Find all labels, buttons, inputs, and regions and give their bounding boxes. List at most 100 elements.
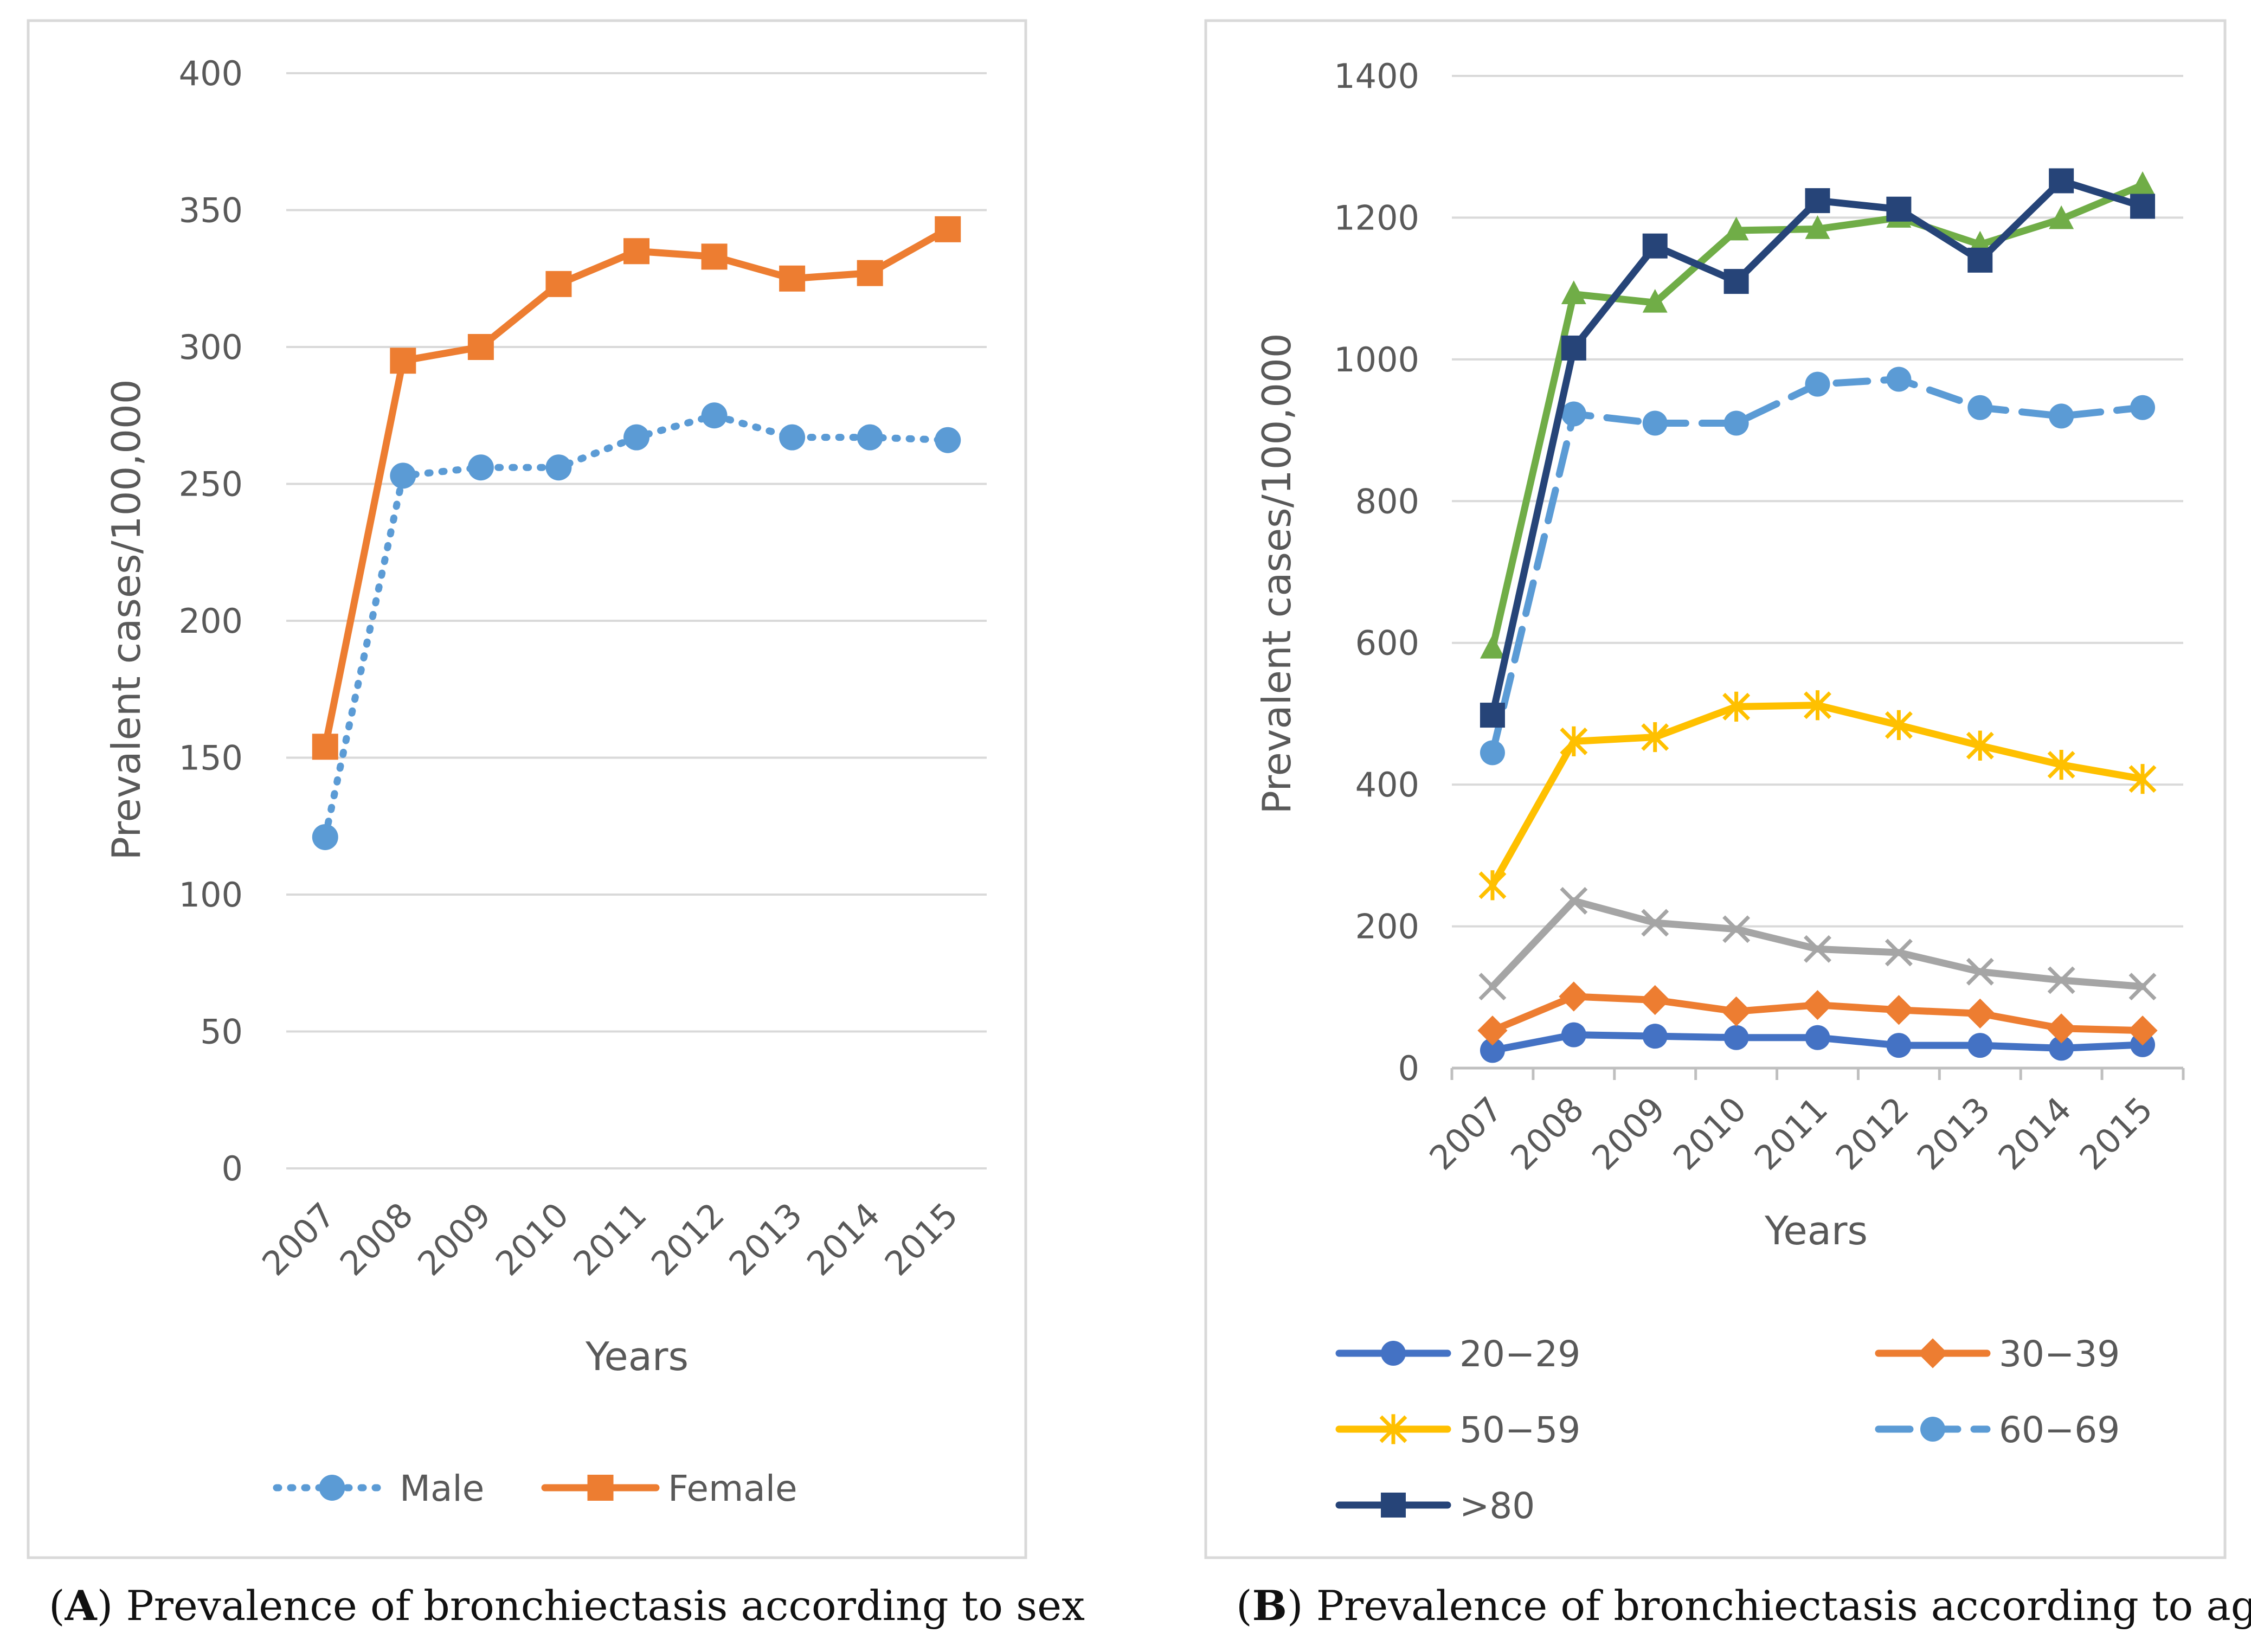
y-tick-label: 1000: [1334, 340, 1419, 380]
legend-item-Male: Male: [273, 1468, 484, 1509]
legend-marker: [1381, 1493, 1406, 1518]
data-point: [779, 424, 806, 451]
caption-b-text: Prevalence of bronchiectasis according t…: [1303, 1582, 2251, 1630]
y-tick-label: 200: [1355, 907, 1419, 947]
data-point: [2130, 395, 2156, 420]
data-point: [1642, 1024, 1668, 1049]
legend-item->80: >80: [1335, 1485, 1535, 1527]
data-point: [1805, 215, 1830, 239]
caption-a-letter: A: [65, 1582, 98, 1630]
data-point: [935, 216, 961, 242]
data-point: [1642, 288, 1668, 313]
legend-marker: [1379, 1414, 1407, 1444]
legend-label: 30−39: [1999, 1333, 2120, 1375]
data-point: [2047, 966, 2075, 994]
data-point: [857, 260, 883, 286]
data-point: [1721, 996, 1752, 1027]
y-tick-label: 1200: [1334, 198, 1419, 237]
legend-item-60−69: 60−69: [1875, 1409, 2120, 1451]
data-point: [1723, 410, 1749, 436]
data-point: [1967, 395, 1993, 420]
data-point: [2049, 403, 2074, 429]
data-point: [1805, 371, 1830, 397]
data-point: [2128, 764, 2157, 794]
y-tick-label: 800: [1355, 481, 1419, 521]
chart-b-y-axis-title: Prevalent cases/100,000: [1254, 333, 1300, 814]
data-point: [857, 424, 883, 451]
caption-a: (A) Prevalence of bronchiectasis accordi…: [49, 1582, 1085, 1630]
data-point: [1559, 981, 1589, 1012]
series-50−59: [1478, 690, 2157, 901]
data-point: [1561, 280, 1586, 304]
series-60−69: [1480, 367, 2156, 766]
series-40−49: [1478, 887, 2157, 1001]
legend-item-Female: Female: [541, 1468, 798, 1509]
data-point: [1722, 915, 1751, 943]
chart-a-border: [27, 19, 1027, 1559]
legend-item-30−39: 30−39: [1875, 1333, 2120, 1375]
legend-marker: [1381, 1341, 1406, 1366]
data-point: [1886, 196, 1912, 222]
y-tick-label: 100: [179, 875, 243, 915]
legend-label: 50−59: [1459, 1409, 1580, 1451]
data-point: [1886, 367, 1912, 392]
legend-marker: [1918, 1338, 1948, 1368]
legend-item-20−29: 20−29: [1335, 1333, 1580, 1375]
legend-item-50−59: 50−59: [1335, 1409, 1580, 1451]
caption-a-text: Prevalence of bronchiectasis according t…: [113, 1582, 1085, 1630]
data-point: [1966, 957, 1994, 986]
series-Male: [312, 402, 961, 850]
y-tick-label: 600: [1355, 623, 1419, 663]
data-point: [1640, 985, 1670, 1015]
data-point: [1723, 269, 1749, 294]
data-point: [2049, 1036, 2074, 1061]
data-point: [2127, 1015, 2158, 1046]
series->80: [1480, 168, 2156, 728]
y-tick-label: 250: [179, 465, 243, 504]
data-point: [1641, 909, 1669, 937]
data-point: [1642, 410, 1668, 436]
legend-label: 60−69: [1999, 1409, 2120, 1451]
legend-label: Female: [668, 1468, 798, 1509]
chart-b-gridlines: [1450, 75, 2185, 1080]
chart-b-series: [1477, 168, 2158, 1063]
y-tick-label: 200: [179, 601, 243, 641]
y-tick-label: 0: [222, 1149, 243, 1188]
data-point: [1480, 1038, 1505, 1063]
y-tick-label: 400: [1355, 765, 1419, 805]
data-point: [1723, 1025, 1749, 1050]
data-point: [1965, 998, 1995, 1029]
chart-a-legend: Male Female: [273, 1468, 798, 1509]
legend-label: Male: [400, 1468, 484, 1509]
data-point: [1802, 990, 1833, 1020]
data-point: [1885, 939, 1913, 967]
data-point: [1561, 335, 1586, 361]
data-point: [1560, 887, 1588, 915]
data-point: [1478, 973, 1507, 1001]
data-point: [2130, 194, 2156, 219]
series-20−29: [1480, 1022, 2156, 1063]
data-point: [779, 265, 806, 292]
y-tick-label: 300: [179, 327, 243, 367]
data-point: [701, 243, 728, 270]
data-point: [312, 734, 338, 760]
data-point: [1804, 935, 1831, 963]
data-point: [1478, 870, 1507, 901]
data-point: [1641, 722, 1669, 753]
data-point: [1966, 730, 1994, 761]
data-point: [2047, 749, 2075, 780]
legend-marker: [587, 1475, 614, 1501]
data-point: [1885, 710, 1913, 740]
data-point: [2046, 1013, 2076, 1044]
data-point: [1642, 233, 1668, 259]
data-point: [1480, 703, 1505, 728]
y-tick-label: 400: [179, 54, 243, 93]
data-point: [1477, 1015, 1508, 1046]
data-point: [1805, 188, 1830, 214]
chart-b-border: [1204, 19, 2227, 1559]
series-Female: [312, 216, 961, 760]
y-tick-label: 350: [179, 191, 243, 230]
data-point: [390, 462, 416, 489]
